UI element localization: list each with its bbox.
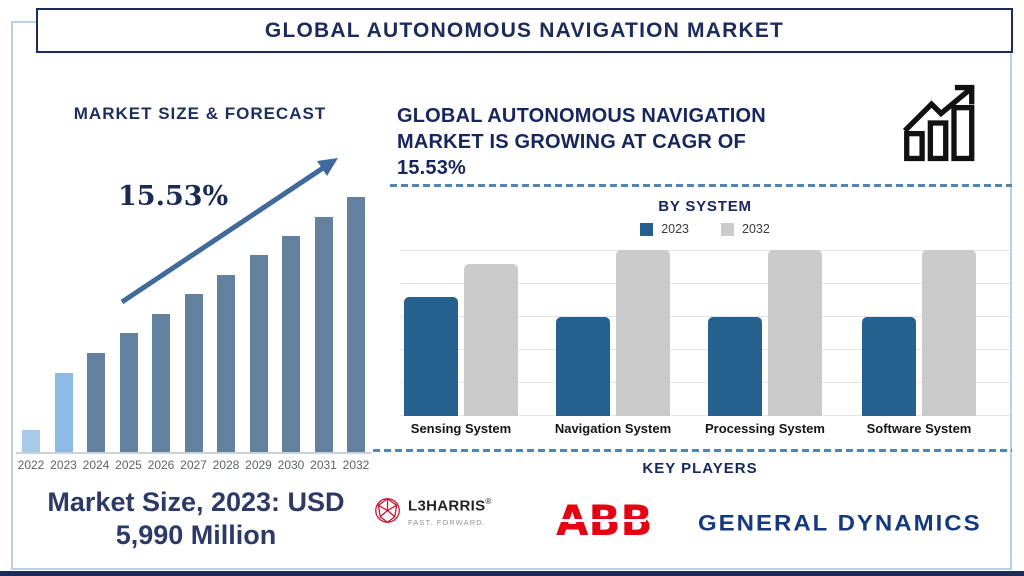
system-bar-2032-2 [616, 250, 670, 416]
forecast-axis-line [16, 452, 372, 454]
legend-item-2023: 2023 [640, 222, 689, 236]
market-size-callout: Market Size, 2023: USD 5,990 Million [12, 486, 380, 552]
forecast-bar-2024 [87, 353, 105, 452]
forecast-xlabels: 2022 2023 2024 2025 2026 2027 2028 2029 2030 2031… [18, 458, 374, 472]
dashed-divider-bottom [373, 449, 1012, 452]
l3harris-sphere-icon [375, 497, 400, 524]
growth-chart-icon [903, 84, 975, 162]
forecast-bar-2028 [217, 275, 235, 452]
system-label-2: Navigation System [554, 421, 672, 436]
forecast-xlabel-2025: 2025 [115, 458, 142, 472]
forecast-bar-2030 [282, 236, 300, 452]
forecast-xlabel-2028: 2028 [212, 458, 240, 472]
forecast-bar-2023 [54, 373, 73, 452]
abb-logo-stripe [556, 519, 646, 522]
by-system-title: BY SYSTEM [658, 198, 752, 215]
system-bar-2023-4 [862, 317, 916, 416]
legend-swatch-2023 [640, 222, 654, 236]
forecast-xlabel-2029: 2029 [245, 458, 272, 472]
system-label-4: Software System [866, 421, 972, 436]
key-players-title: KEY PLAYERS [642, 460, 758, 477]
forecast-bar-2025 [119, 333, 138, 452]
system-bar-2023-1 [404, 297, 458, 416]
forecast-xlabel-2023: 2023 [50, 458, 77, 472]
forecast-bar-2022 [22, 430, 40, 452]
legend-label-2032: 2032 [742, 222, 770, 236]
l3harris-text: L3HARRIS® FAST. FORWARD. [408, 497, 491, 527]
market-size-line1: Market Size, 2023: USD [47, 487, 345, 517]
system-bar-2023-2 [556, 317, 610, 416]
bottom-accent-bar [0, 571, 1024, 576]
legend-label-2023: 2023 [661, 222, 689, 236]
logo-l3harris: L3HARRIS® FAST. FORWARD. [374, 497, 491, 527]
forecast-xlabel-2030: 2030 [277, 458, 305, 472]
forecast-bar-2027 [184, 294, 203, 452]
system-group-1 [404, 264, 518, 416]
cagr-heading: GLOBAL AUTONOMOUS NAVIGATION MARKET IS G… [397, 105, 766, 179]
system-bar-2032-1 [464, 264, 518, 416]
system-label-3: Processing System [705, 421, 825, 436]
trend-arrow-icon [120, 158, 338, 305]
forecast-xlabel-2026: 2026 [147, 458, 175, 472]
forecast-bar-2032 [347, 197, 365, 452]
forecast-bar-2031 [314, 217, 333, 452]
system-group-2 [556, 250, 670, 416]
l3harris-reg-mark: ® [485, 497, 492, 506]
forecast-xlabel-2032: 2032 [342, 458, 370, 472]
forecast-bar-2026 [152, 314, 170, 452]
forecast-xlabel-2031: 2031 [310, 458, 337, 472]
system-labels: Sensing System Navigation System Processin… [400, 421, 1010, 439]
forecast-bars [22, 196, 370, 452]
l3harris-tagline: FAST. FORWARD. [408, 518, 486, 528]
system-group-4 [862, 250, 976, 416]
by-system-legend: 2023 2032 [400, 222, 1010, 236]
forecast-xlabel-2027: 2027 [180, 458, 207, 472]
forecast-xlabel-2024: 2024 [82, 458, 110, 472]
legend-swatch-2032 [721, 222, 734, 236]
legend-item-2032: 2032 [721, 222, 770, 236]
system-bar-2032-3 [768, 250, 822, 416]
l3harris-name: L3HARRIS [408, 497, 486, 515]
system-bars [400, 250, 1010, 416]
logo-general-dynamics: GENERAL DYNAMICS [698, 511, 982, 537]
title-banner: GLOBAL AUTONOMOUS NAVIGATION MARKET [36, 8, 1013, 53]
page-title: GLOBAL AUTONOMOUS NAVIGATION MARKET [264, 18, 785, 42]
forecast-bar-2029 [249, 255, 268, 452]
system-label-1: Sensing System [410, 421, 512, 436]
forecast-chart-title: MARKET SIZE & FORECAST [73, 104, 327, 123]
cagr-annotation: 15.53% [118, 181, 229, 212]
system-bar-2023-3 [708, 317, 762, 416]
dashed-divider-top [390, 184, 1012, 187]
forecast-xlabel-2022: 2022 [17, 458, 45, 472]
system-group-3 [708, 250, 822, 416]
logo-abb: ABB [556, 499, 653, 543]
system-bar-2032-4 [922, 250, 976, 416]
market-size-line2: 5,990 Million [115, 520, 277, 550]
